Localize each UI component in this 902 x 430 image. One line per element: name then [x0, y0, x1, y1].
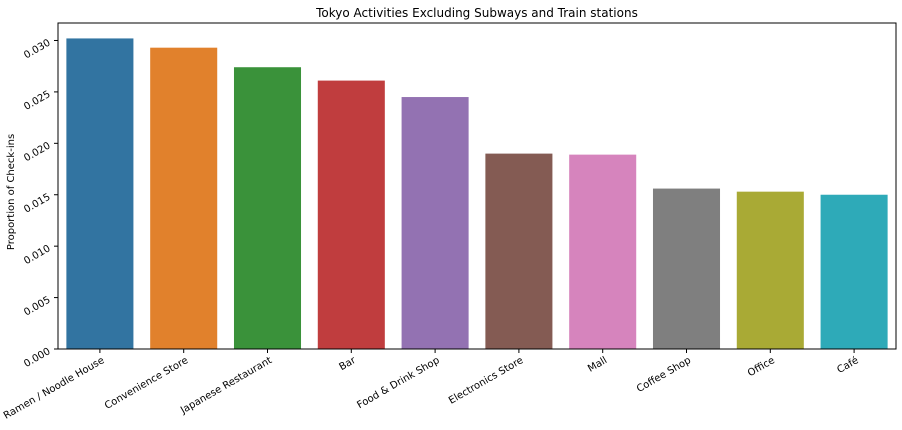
bars-group — [66, 38, 888, 350]
bar-5 — [485, 153, 553, 349]
chart-title: Tokyo Activities Excluding Subways and T… — [315, 6, 638, 20]
bar-6 — [569, 154, 637, 349]
x-tick-label: Japanese Restaurant — [178, 355, 274, 417]
bar-1 — [150, 47, 218, 350]
x-tick-label: Coffee Shop — [635, 355, 693, 395]
bar-7 — [652, 188, 721, 349]
x-tick-label: Food & Drink Shop — [355, 355, 441, 411]
bar-2 — [233, 67, 302, 349]
y-tick-label: 0.015 — [22, 192, 52, 216]
y-tick-label: 0.020 — [22, 140, 52, 164]
x-tick-label: Office — [746, 355, 777, 379]
bar-0 — [66, 38, 134, 350]
bar-9 — [820, 194, 888, 349]
y-tick-label: 0.030 — [22, 38, 52, 62]
x-tick-label: Bar — [337, 355, 358, 374]
bar-8 — [736, 191, 804, 349]
bar-4 — [401, 97, 469, 349]
bar-3 — [317, 80, 385, 349]
x-tick-label: Convenience Store — [103, 355, 190, 412]
y-tick-label: 0.025 — [22, 89, 52, 113]
x-tick-label: Mall — [586, 355, 609, 375]
y-tick-label: 0.000 — [22, 346, 52, 370]
x-tick-label: Café — [835, 354, 861, 376]
x-tick-label: Electronics Store — [447, 355, 525, 407]
x-tick-label: Ramen / Noodle House — [2, 355, 107, 422]
y-tick-label: 0.005 — [22, 295, 52, 319]
y-tick-label: 0.010 — [22, 243, 52, 267]
plot-frame — [57, 22, 897, 350]
y-axis-label: Proportion of Check-ins — [6, 134, 17, 250]
